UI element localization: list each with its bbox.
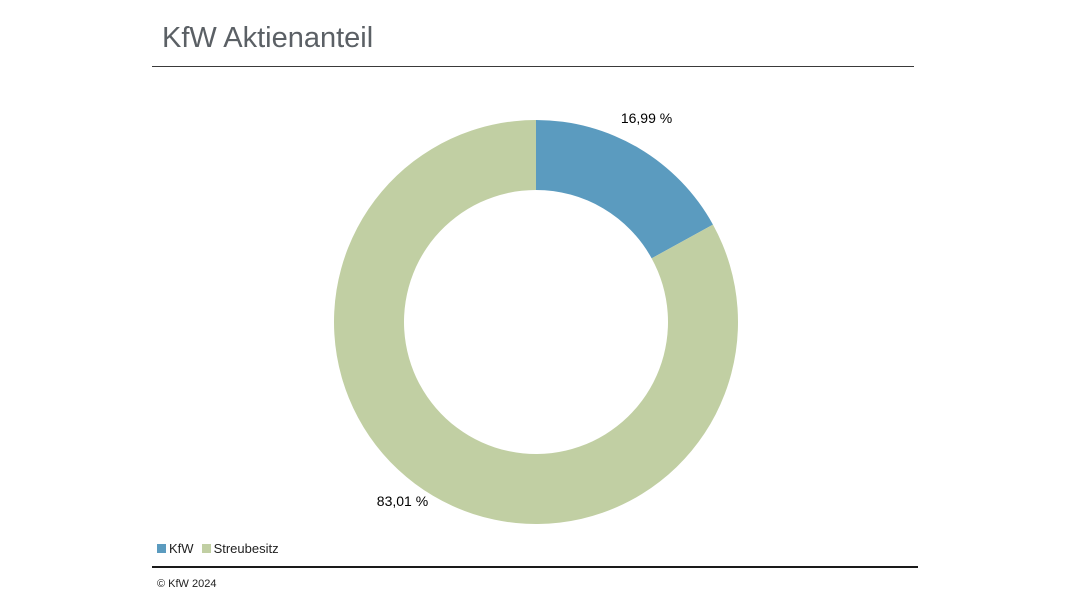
title-divider: [152, 66, 914, 67]
legend-label-kfw: KfW: [169, 541, 194, 556]
legend-label-streubesitz: Streubesitz: [213, 541, 279, 556]
data-label-streubesitz: 83,01 %: [377, 493, 428, 509]
slice-kfw: [536, 120, 713, 259]
legend-swatch-kfw: [157, 544, 166, 553]
legend-swatch-streubesitz: [201, 544, 211, 553]
donut-chart: 16,99 % 83,01 %: [333, 110, 738, 524]
copyright-text: © KfW 2024: [157, 578, 217, 590]
footer-divider: [152, 566, 918, 568]
legend-item-streubesitz: Streubesitz: [201, 541, 279, 556]
slice-streubesitz: [333, 120, 738, 524]
data-label-kfw: 16,99 %: [621, 110, 672, 126]
legend-item-kfw: KfW: [157, 541, 194, 556]
page-title: KfW Aktienanteil: [162, 22, 374, 54]
chart-legend: KfW Streubesitz: [157, 541, 287, 556]
